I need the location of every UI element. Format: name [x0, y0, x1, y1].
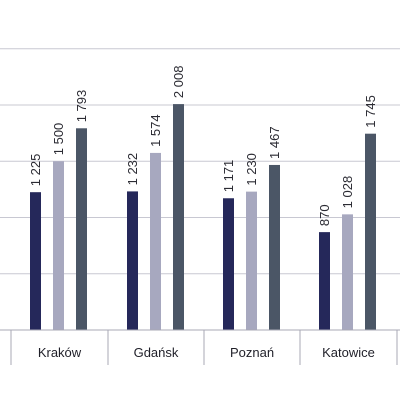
category-label: Poznań [230, 345, 274, 360]
bar-Gdańsk-1 [127, 191, 138, 330]
value-label: 1 225 [28, 154, 43, 187]
bar-Kraków-2 [53, 161, 64, 330]
value-labels: 1 225 1 232 1 171 870 1 500 1 574 1 230 1 028 1 … [28, 66, 378, 227]
bar-Poznań-3 [269, 164, 280, 330]
value-label: 1 574 [148, 114, 163, 147]
value-label: 1 467 [267, 126, 282, 159]
value-label: 2 008 [171, 66, 186, 99]
value-label: 1 232 [125, 153, 140, 186]
bar-Katowice-1 [319, 232, 330, 330]
value-label: 1 028 [340, 176, 355, 209]
x-axis: Kraków Gdańsk Poznań Katowice [0, 329, 400, 365]
category-label: Gdańsk [134, 345, 179, 360]
value-label: 1 230 [244, 153, 259, 186]
bar-Kraków-1 [30, 192, 41, 330]
category-label: Kraków [38, 345, 82, 360]
value-label: 1 171 [221, 160, 236, 193]
value-label: 870 [317, 204, 332, 226]
value-label: 1 500 [51, 123, 66, 156]
bar-Katowice-2 [342, 214, 353, 330]
bar-Poznań-1 [223, 198, 234, 330]
value-label: 1 793 [74, 90, 89, 123]
bars [30, 104, 376, 330]
bar-Kraków-3 [76, 128, 87, 330]
bar-Gdańsk-2 [150, 152, 161, 330]
category-label: Katowice [322, 345, 375, 360]
bar-Katowice-3 [365, 133, 376, 330]
value-label: 1 745 [363, 95, 378, 128]
bar-Poznań-2 [246, 191, 257, 330]
gridlines [0, 48, 400, 275]
bar-Gdańsk-3 [173, 104, 184, 330]
